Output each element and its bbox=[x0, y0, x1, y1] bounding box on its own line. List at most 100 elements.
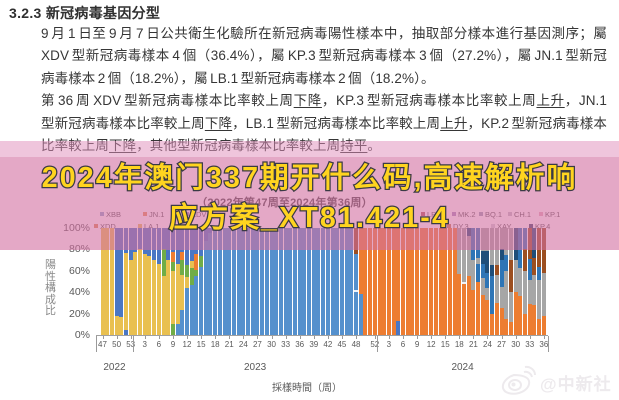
bar-week-4 bbox=[391, 228, 396, 335]
bar-week-52 bbox=[372, 228, 377, 335]
y-tick-label: 20% bbox=[68, 307, 90, 320]
text-segment: 比率較上周 bbox=[41, 137, 109, 153]
x-tick-label: 12 bbox=[426, 340, 436, 349]
bar-segment-b bbox=[123, 329, 128, 335]
bar-segment-o bbox=[396, 228, 401, 322]
x-tick bbox=[501, 336, 503, 339]
bar-segment-o bbox=[504, 318, 509, 335]
bar-week-51 bbox=[119, 228, 124, 335]
bar-segment-lb bbox=[283, 228, 288, 335]
bar-segment-o bbox=[194, 253, 199, 270]
x-tick bbox=[285, 336, 287, 339]
bar-segment-lb bbox=[241, 228, 246, 335]
bar-segment-o bbox=[419, 228, 424, 335]
bar-week-8 bbox=[166, 228, 171, 335]
bar-segment-br bbox=[494, 265, 499, 276]
bar-segment-lb bbox=[222, 228, 227, 335]
x-tick bbox=[201, 336, 203, 339]
year-label-2023: 2023 bbox=[243, 362, 267, 373]
bar-segment-db bbox=[480, 264, 485, 279]
bar-week-36 bbox=[541, 228, 546, 335]
bar-segment-y bbox=[123, 252, 128, 330]
bar-segment-lb bbox=[311, 228, 316, 335]
bar-segment-gy bbox=[508, 292, 513, 323]
bar-week-10 bbox=[419, 228, 424, 335]
plot-area bbox=[100, 228, 547, 335]
bar-segment-lb bbox=[297, 228, 302, 335]
bar-segment-o bbox=[471, 290, 476, 335]
bar-segment-gy bbox=[537, 280, 542, 319]
bar-week-13 bbox=[433, 228, 438, 335]
text-segment: 病毒樣本 2 個（18.2%），屬 LB.1 型新冠病毒樣本 2 個（18.2%… bbox=[41, 70, 435, 86]
bar-segment-db bbox=[499, 260, 504, 287]
bar-week-45 bbox=[339, 228, 344, 335]
bar-segment-lb bbox=[269, 228, 274, 335]
bar-week-39 bbox=[311, 228, 316, 335]
bar-week-44 bbox=[335, 228, 340, 335]
bar-segment-lb bbox=[236, 228, 241, 335]
bar-segment-o bbox=[170, 251, 175, 263]
x-tick bbox=[215, 336, 217, 339]
bar-segment-y bbox=[142, 253, 147, 335]
trend-word-underlined: 下降 bbox=[109, 137, 137, 153]
bar-segment-lb bbox=[199, 266, 204, 335]
text-segment: ，KP.3 型新冠病毒樣本比率較上周 bbox=[321, 93, 537, 109]
bar-segment-lb bbox=[339, 228, 344, 335]
bar-week-6 bbox=[156, 228, 161, 335]
bar-segment-y bbox=[175, 264, 180, 325]
bar-segment-gy bbox=[541, 272, 546, 316]
bar-segment-gy bbox=[499, 286, 504, 309]
x-tick-label: 9 bbox=[414, 340, 420, 349]
bar-segment-lb bbox=[293, 228, 297, 335]
bar-segment-gy bbox=[527, 280, 532, 304]
trend-word-underlined: 上升 bbox=[536, 93, 565, 109]
bar-week-36 bbox=[297, 228, 302, 335]
text-segment: 。 bbox=[367, 137, 382, 153]
paragraph-1-line-2: XDV 型新冠病毒樣本 4 個（36.4%），屬 KP.3 型新冠病毒樣本 3 … bbox=[41, 45, 607, 67]
bar-segment-y bbox=[105, 228, 110, 335]
bar-segment-o bbox=[466, 276, 471, 335]
x-tick bbox=[356, 336, 358, 339]
x-axis-title: 採樣時間（周） bbox=[272, 383, 342, 394]
x-tick-label: 15 bbox=[440, 340, 450, 349]
year-separator bbox=[133, 336, 134, 352]
bar-week-41 bbox=[321, 228, 326, 335]
bar-week-26 bbox=[494, 228, 499, 335]
bar-segment-o bbox=[415, 228, 420, 335]
bar-week-17 bbox=[208, 228, 213, 335]
x-tick bbox=[445, 336, 447, 339]
bar-week-15 bbox=[443, 228, 448, 335]
bar-segment-gy bbox=[494, 275, 499, 303]
bar-segment-o bbox=[462, 283, 467, 335]
year-separator bbox=[377, 336, 379, 352]
x-tick-label: 33 bbox=[525, 340, 535, 349]
bar-segment-o bbox=[400, 228, 405, 335]
bar-week-50 bbox=[363, 228, 368, 335]
bar-segment-gy bbox=[457, 228, 462, 275]
bar-week-38 bbox=[307, 228, 312, 335]
bar-segment-lb bbox=[307, 228, 312, 335]
x-tick-label: 27 bbox=[252, 340, 262, 349]
bar-segment-g bbox=[170, 324, 175, 335]
text-segment: ，KP.2 型新冠病毒樣本 bbox=[467, 115, 608, 131]
bar-week-10 bbox=[175, 228, 180, 335]
bar-week-35 bbox=[537, 228, 542, 335]
bar-segment-db bbox=[504, 254, 509, 271]
x-tick-label: 15 bbox=[196, 340, 206, 349]
x-axis-line bbox=[96, 335, 548, 336]
bar-segment-lb bbox=[264, 228, 269, 335]
bar-segment-lb bbox=[175, 324, 180, 335]
bar-week-21 bbox=[471, 228, 476, 335]
bar-week-24 bbox=[241, 228, 246, 335]
trend-word-underlined: 上升 bbox=[440, 115, 468, 131]
bar-segment-o bbox=[523, 313, 528, 335]
bar-segment-lb bbox=[349, 228, 354, 335]
bar-week-40 bbox=[316, 228, 321, 335]
x-tick-label: 53 bbox=[126, 340, 136, 349]
bar-week-19 bbox=[462, 228, 467, 335]
paragraph-2-line-2: 型新冠病毒樣本比率較上周下降，LB.1 型新冠病毒樣本比率較上周上升，KP.2 … bbox=[41, 113, 607, 135]
bar-segment-lb bbox=[231, 228, 236, 335]
x-tick-label: 48 bbox=[351, 340, 361, 349]
bar-segment-gy bbox=[471, 260, 476, 291]
text-segment: ，LB.1 型新冠病毒樣本比率較上周 bbox=[232, 115, 441, 131]
